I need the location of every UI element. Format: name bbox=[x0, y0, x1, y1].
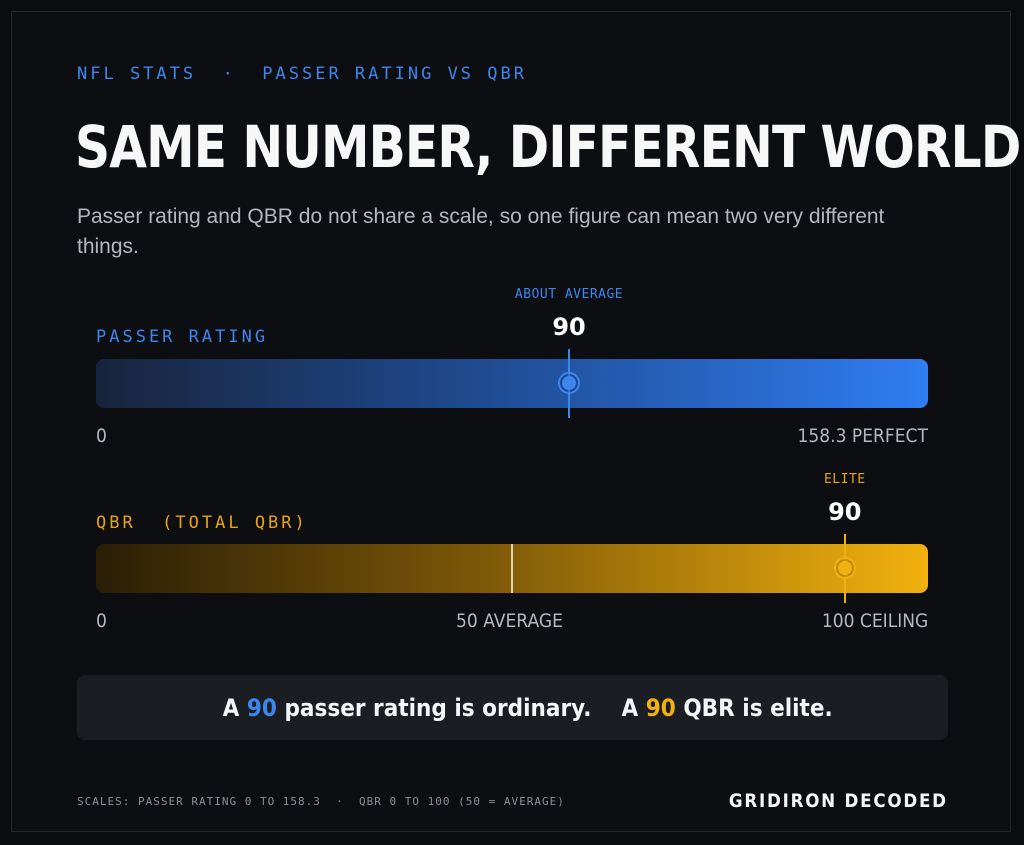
passer-rating-axis-min: 0 bbox=[96, 425, 107, 447]
passer-rating-value: 90 bbox=[552, 313, 586, 341]
qbr-average-line bbox=[511, 544, 513, 593]
takeaway-callout: A 90 passer rating is ordinary. A 90 QBR… bbox=[77, 675, 948, 740]
qbr-marker bbox=[833, 557, 856, 579]
passer-rating-tag: ABOUT AVERAGE bbox=[514, 287, 624, 302]
page-title: SAME NUMBER, DIFFERENT WORLDS bbox=[75, 113, 1024, 181]
callout-pr-value: 90 bbox=[246, 693, 277, 722]
qbr-axis-mid: 50 AVERAGE bbox=[456, 610, 563, 632]
passer-rating-axis-max: 158.3 PERFECT bbox=[797, 425, 928, 447]
callout-text-2: passer rating is ordinary. A bbox=[276, 693, 646, 722]
qbr-axis-max: 100 CEILING bbox=[821, 610, 928, 632]
callout-text-1: A bbox=[222, 693, 247, 722]
brand-logo: GRIDIRON DECODED bbox=[729, 790, 948, 812]
scales-footnote: SCALES: PASSER RATING 0 TO 158.3 · QBR 0… bbox=[77, 795, 565, 808]
subtitle: Passer rating and QBR do not share a sca… bbox=[77, 205, 885, 258]
qbr-axis-min: 0 bbox=[96, 610, 107, 632]
passer-rating-marker bbox=[558, 372, 581, 394]
qbr-label: QBR (TOTAL QBR) bbox=[96, 513, 308, 533]
qbr-value: 90 bbox=[828, 498, 862, 526]
qbr-tag: ELITE bbox=[823, 472, 866, 487]
kicker: NFL STATS · PASSER RATING VS QBR bbox=[77, 64, 527, 84]
passer-rating-bar bbox=[96, 359, 928, 408]
callout-text-3: QBR is elite. bbox=[675, 693, 833, 722]
passer-rating-label: PASSER RATING bbox=[96, 327, 269, 347]
callout-qbr-value: 90 bbox=[645, 693, 676, 722]
